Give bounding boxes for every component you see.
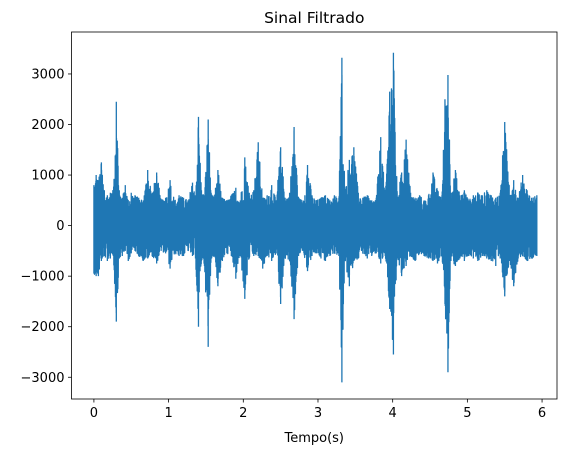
y-axis: −3000 −2000 −1000 0 1000 2000 3000 xyxy=(21,67,72,386)
x-axis-label: Tempo(s) xyxy=(283,431,344,446)
x-tick-label: 0 xyxy=(90,406,98,421)
x-tick-label: 6 xyxy=(538,406,546,421)
y-tick-label: −1000 xyxy=(21,270,65,285)
plot-area xyxy=(93,52,538,383)
y-tick-label: 3000 xyxy=(31,67,64,82)
x-tick-label: 5 xyxy=(463,406,471,421)
y-tick-label: −3000 xyxy=(21,371,65,386)
chart-title: Sinal Filtrado xyxy=(264,9,364,27)
x-tick-label: 3 xyxy=(314,406,322,421)
y-tick-label: −2000 xyxy=(21,320,65,335)
y-tick-label: 2000 xyxy=(31,118,64,133)
signal-line xyxy=(93,52,538,383)
y-tick-label: 1000 xyxy=(31,169,64,184)
x-tick-label: 4 xyxy=(389,406,397,421)
x-axis: 0 1 2 3 4 5 6 xyxy=(90,399,546,421)
x-tick-label: 1 xyxy=(164,406,172,421)
x-tick-label: 2 xyxy=(239,406,247,421)
y-tick-label: 0 xyxy=(56,219,64,234)
axes-frame xyxy=(71,31,558,400)
